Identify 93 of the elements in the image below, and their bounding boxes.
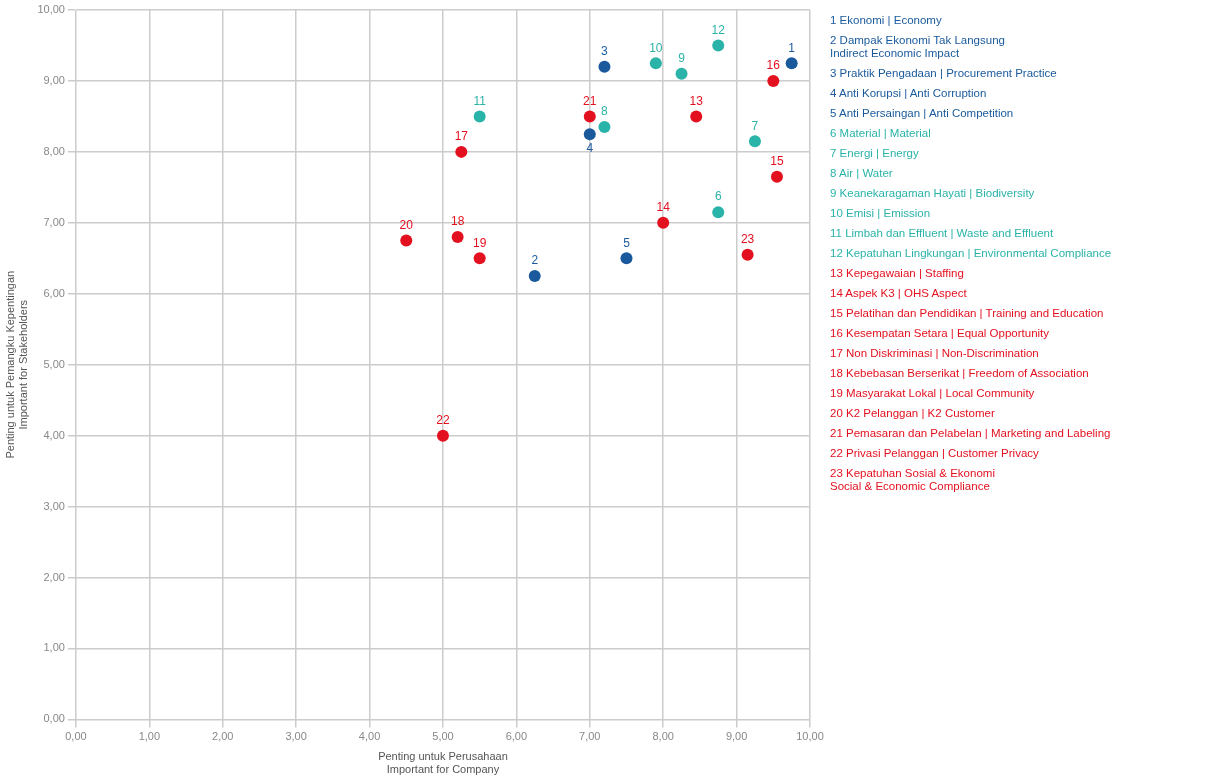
text: 4 Anti Korupsi | Anti Corruption — [830, 87, 987, 100]
annotation: 4 — [586, 141, 594, 156]
text: 17 Non Diskriminasi | Non-Discrimination — [830, 347, 1039, 360]
y-tick-label: 8,00 — [43, 144, 65, 157]
y-tick-label: 0,00 — [43, 712, 65, 725]
annotation: 23 — [740, 232, 755, 247]
x-tick-label: 0,00 — [65, 730, 87, 743]
point — [473, 252, 486, 265]
annotation: 22 — [436, 412, 450, 427]
text: 23 Kepatuhan Sosial & Ekonomi Social & Economic Compliance — [830, 467, 995, 493]
annotation: 11 — [473, 93, 487, 108]
x-tick-label: 7,00 — [579, 730, 601, 743]
annotation: 5 — [623, 235, 631, 250]
annotation: 15 — [770, 154, 784, 169]
text: 11 Limbah dan Effluent | Waste and Effluent — [830, 227, 1054, 240]
x-tick-label: 3,00 — [285, 730, 307, 743]
point — [598, 60, 611, 73]
point — [785, 57, 798, 70]
y-tick-label: 4,00 — [43, 428, 65, 441]
point — [712, 39, 725, 52]
x-tick-label: 1,00 — [138, 730, 161, 743]
x-tick-label: 8,00 — [652, 730, 674, 743]
text: 8 Air | Water — [830, 167, 893, 180]
point — [583, 128, 596, 141]
annotation: 21 — [583, 93, 597, 108]
y-tick-label: 5,00 — [43, 357, 65, 370]
point — [657, 216, 670, 229]
point — [770, 170, 783, 183]
y-tick-label: 2,00 — [43, 570, 65, 583]
annotation: 13 — [689, 93, 704, 108]
annotation: 18 — [450, 214, 465, 229]
text: 22 Privasi Pelanggan | Customer Privacy — [830, 447, 1039, 460]
text: 9 Keanekaragaman Hayati | Biodiversity — [830, 187, 1035, 200]
text: 3 Praktik Pengadaan | Procurement Practice — [830, 67, 1057, 80]
y-tick-label: 3,00 — [43, 499, 65, 512]
x-tick-label: 6,00 — [505, 730, 528, 743]
x-tick-label: 4,00 — [358, 730, 381, 743]
x-tick-label: 9,00 — [725, 730, 748, 743]
point — [620, 252, 633, 265]
annotation: 16 — [766, 58, 781, 73]
text: 10 Emisi | Emission — [830, 207, 931, 220]
annotation: 12 — [711, 22, 726, 37]
annotation: 6 — [714, 189, 722, 204]
point — [528, 270, 541, 283]
annotation: 7 — [751, 118, 759, 133]
annotation: 3 — [601, 44, 609, 59]
text: 14 Aspek K3 | OHS Aspect — [830, 287, 967, 300]
annotation: 19 — [472, 235, 487, 250]
y-tick-label: 9,00 — [43, 73, 65, 86]
point — [473, 110, 486, 123]
point — [598, 121, 611, 134]
annotation: 9 — [678, 51, 686, 66]
point — [712, 206, 725, 219]
y-tick-label: 1,00 — [43, 641, 65, 654]
annotation: 17 — [454, 129, 469, 144]
text: 13 Kepegawaian | Staffing — [830, 267, 964, 280]
text: 1 Ekonomi | Economy — [830, 14, 942, 27]
y-tick-label: 6,00 — [43, 286, 65, 299]
annotation: 14 — [656, 200, 671, 215]
point — [675, 67, 688, 80]
point — [455, 145, 468, 158]
text: 5 Anti Persaingan | Anti Competition — [830, 107, 1014, 120]
x-tick-label: 2,00 — [212, 730, 234, 743]
text: 21 Pemasaran dan Pelabelan | Marketing and Labeling — [830, 427, 1111, 440]
annotation: 10 — [649, 40, 663, 55]
point — [583, 110, 596, 123]
y-axis-title: Penting untuk Pemangku Kepentingan Important for Stakeholders — [3, 270, 29, 459]
point — [649, 57, 662, 70]
annotation: 2 — [531, 253, 539, 268]
annotation: 20 — [399, 217, 414, 232]
text: 19 Masyarakat Lokal | Local Community — [830, 387, 1035, 400]
text: 15 Pelatihan dan Pendidikan | Training and Education — [830, 307, 1104, 320]
text: 2 Dampak Ekonomi Tak Langsung Indirect Economic Impact — [830, 34, 1005, 60]
x-tick-label: 10,00 — [796, 730, 824, 743]
point — [748, 135, 761, 148]
text: 7 Energi | Energy — [830, 147, 919, 160]
x-tick-label: 5,00 — [432, 730, 454, 743]
annotation: 1 — [788, 40, 796, 55]
y-tick-label: 10,00 — [37, 3, 65, 16]
point — [451, 231, 464, 244]
point — [741, 248, 754, 261]
annotation: 8 — [601, 104, 609, 119]
point — [767, 74, 780, 87]
x-axis-title: Penting untuk Perusahaan Important for Company — [378, 750, 508, 776]
text: 16 Kesempatan Setara | Equal Opportunity — [830, 327, 1050, 340]
text: 18 Kebebasan Berserikat | Freedom of Association — [830, 367, 1089, 380]
point — [690, 110, 703, 123]
point — [400, 234, 413, 247]
y-tick-label: 7,00 — [43, 215, 65, 228]
text: 20 K2 Pelanggan | K2 Customer — [830, 407, 995, 420]
point — [436, 429, 449, 442]
text: 6 Material | Material — [830, 127, 931, 140]
text: 12 Kepatuhan Lingkungan | Environmental Compliance — [830, 247, 1112, 260]
